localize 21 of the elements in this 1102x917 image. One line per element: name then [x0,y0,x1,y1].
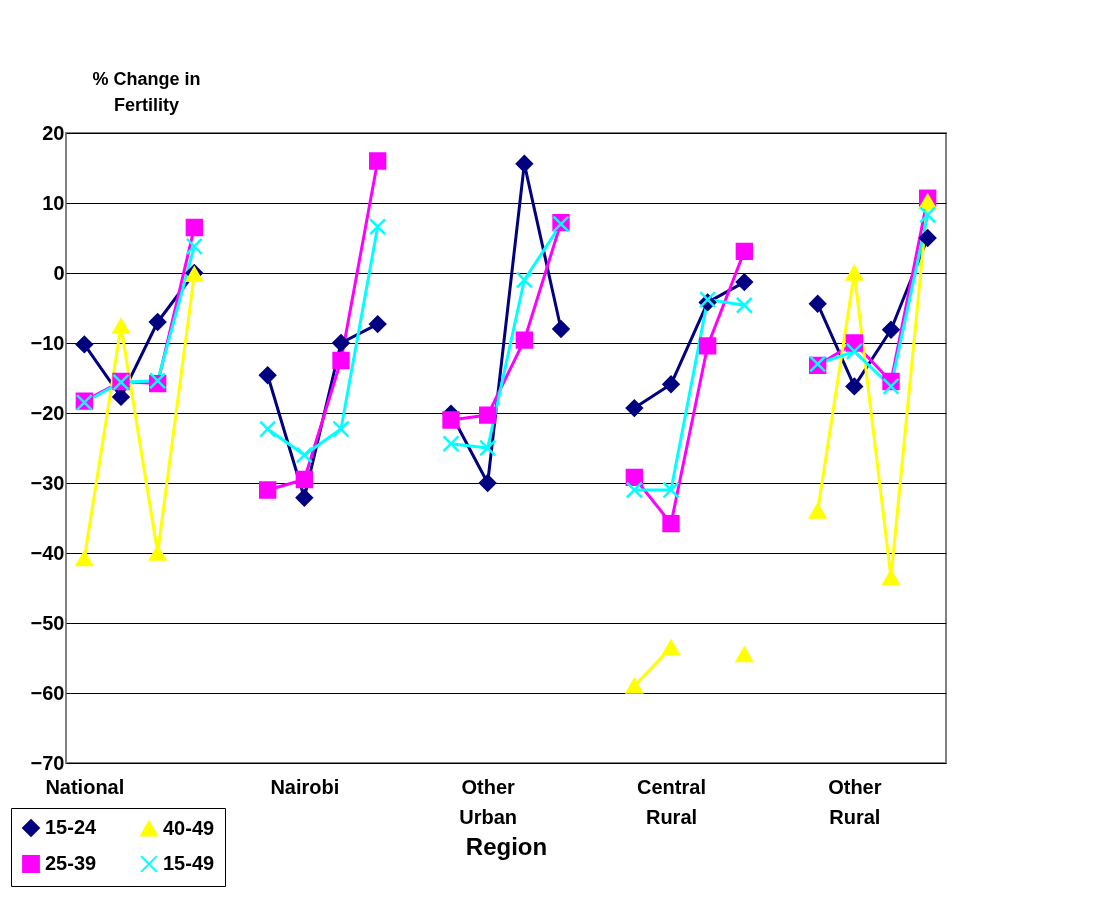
legend-label: 25-39 [45,852,97,874]
y-tick-label: −70 [30,751,65,774]
legend-label: 15-49 [163,852,215,874]
y-tick-label: −30 [30,471,65,494]
y-tick-label: −20 [30,401,65,424]
legend-label: 40-49 [163,816,215,839]
x-tick-label: Nairobi [270,775,340,798]
x-tick-label: Other Urban [459,775,518,828]
y-tick-label: 20 [42,121,65,144]
y-tick-label: 10 [42,191,65,214]
x-tick-label: National [45,775,125,798]
y-axis-title: % Change in Fertility [92,68,201,115]
y-tick-label: −50 [30,611,65,634]
x-tick-label: Central Rural [637,775,706,828]
y-tick-label: −10 [30,331,65,354]
x-axis-title: Region [465,832,548,860]
y-tick-label: −40 [30,541,65,564]
x-tick-label: Other Rural [828,775,882,828]
legend-label: 15-24 [45,816,98,839]
y-tick-label: 0 [53,261,65,284]
y-tick-label: −60 [30,681,65,704]
